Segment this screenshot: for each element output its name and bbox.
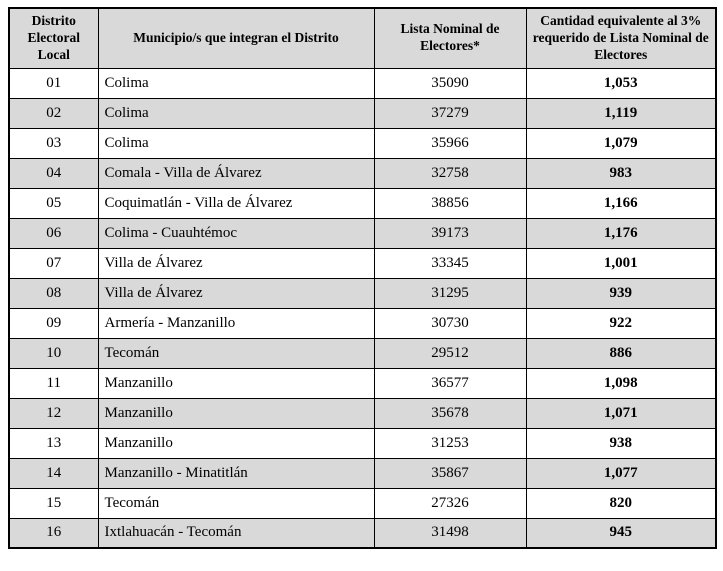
cantidad-3pct-cell: 938	[525, 427, 717, 459]
table-header: Distrito Electoral Local Municipio/s que…	[8, 7, 717, 69]
district-cell: 08	[8, 277, 99, 309]
district-cell: 12	[8, 397, 99, 429]
cantidad-3pct-cell: 1,176	[525, 217, 717, 249]
district-cell: 06	[8, 217, 99, 249]
municipios-cell: Villa de Álvarez	[97, 247, 375, 279]
column-header-lista-nominal: Lista Nominal de Electores*	[373, 7, 527, 69]
table-row: 05 Coquimatlán - Villa de Álvarez 38856 1,1…	[8, 187, 717, 219]
lista-nominal-cell: 29512	[373, 337, 527, 369]
table-row: 14 Manzanillo - Minatitlán 35867 1,077	[8, 457, 717, 489]
cantidad-3pct-cell: 1,119	[525, 97, 717, 129]
cantidad-3pct-cell: 1,077	[525, 457, 717, 489]
cantidad-3pct-cell: 1,166	[525, 187, 717, 219]
cantidad-3pct-cell: 1,079	[525, 127, 717, 159]
cantidad-3pct-cell: 886	[525, 337, 717, 369]
lista-nominal-cell: 31253	[373, 427, 527, 459]
table-row: 06 Colima - Cuauhtémoc 39173 1,176	[8, 217, 717, 249]
municipios-cell: Colima	[97, 67, 375, 99]
column-header-distrito: Distrito Electoral Local	[8, 7, 99, 69]
district-cell: 14	[8, 457, 99, 489]
table-row: 10 Tecomán 29512 886	[8, 337, 717, 369]
table-row: 02 Colima 37279 1,119	[8, 97, 717, 129]
lista-nominal-cell: 30730	[373, 307, 527, 339]
column-header-municipios: Municipio/s que integran el Distrito	[97, 7, 375, 69]
lista-nominal-cell: 35867	[373, 457, 527, 489]
lista-nominal-cell: 38856	[373, 187, 527, 219]
district-cell: 02	[8, 97, 99, 129]
municipios-cell: Armería - Manzanillo	[97, 307, 375, 339]
municipios-cell: Coquimatlán - Villa de Álvarez	[97, 187, 375, 219]
table-row: 08 Villa de Álvarez 31295 939	[8, 277, 717, 309]
table-row: 11 Manzanillo 36577 1,098	[8, 367, 717, 399]
lista-nominal-cell: 37279	[373, 97, 527, 129]
table-row: 09 Armería - Manzanillo 30730 922	[8, 307, 717, 339]
lista-nominal-cell: 31295	[373, 277, 527, 309]
cantidad-3pct-cell: 1,053	[525, 67, 717, 99]
municipios-cell: Ixtlahuacán - Tecomán	[97, 517, 375, 549]
municipios-cell: Comala - Villa de Álvarez	[97, 157, 375, 189]
cantidad-3pct-cell: 939	[525, 277, 717, 309]
municipios-cell: Manzanillo	[97, 367, 375, 399]
municipios-cell: Tecomán	[97, 487, 375, 519]
lista-nominal-cell: 27326	[373, 487, 527, 519]
cantidad-3pct-cell: 1,098	[525, 367, 717, 399]
lista-nominal-cell: 32758	[373, 157, 527, 189]
district-cell: 03	[8, 127, 99, 159]
electoral-districts-table: Distrito Electoral Local Municipio/s que…	[8, 7, 717, 550]
table-row: 13 Manzanillo 31253 938	[8, 427, 717, 459]
municipios-cell: Manzanillo	[97, 427, 375, 459]
district-cell: 15	[8, 487, 99, 519]
column-header-cantidad-3pct: Cantidad equivalente al 3% requerido de …	[525, 7, 717, 69]
municipios-cell: Colima - Cuauhtémoc	[97, 217, 375, 249]
table-row: 15 Tecomán 27326 820	[8, 487, 717, 519]
municipios-cell: Colima	[97, 97, 375, 129]
lista-nominal-cell: 39173	[373, 217, 527, 249]
table-row: 12 Manzanillo 35678 1,071	[8, 397, 717, 429]
table-row: 16 Ixtlahuacán - Tecomán 31498 945	[8, 517, 717, 549]
lista-nominal-cell: 35966	[373, 127, 527, 159]
cantidad-3pct-cell: 945	[525, 517, 717, 549]
lista-nominal-cell: 33345	[373, 247, 527, 279]
district-cell: 16	[8, 517, 99, 549]
table-row: 07 Villa de Álvarez 33345 1,001	[8, 247, 717, 279]
municipios-cell: Colima	[97, 127, 375, 159]
district-cell: 07	[8, 247, 99, 279]
table-row: 04 Comala - Villa de Álvarez 32758 983	[8, 157, 717, 189]
table-row: 01 Colima 35090 1,053	[8, 67, 717, 99]
district-cell: 05	[8, 187, 99, 219]
district-cell: 09	[8, 307, 99, 339]
cantidad-3pct-cell: 922	[525, 307, 717, 339]
district-cell: 01	[8, 67, 99, 99]
table-row: 03 Colima 35966 1,079	[8, 127, 717, 159]
header-row: Distrito Electoral Local Municipio/s que…	[8, 7, 717, 69]
lista-nominal-cell: 35090	[373, 67, 527, 99]
district-cell: 04	[8, 157, 99, 189]
table-body: 01 Colima 35090 1,053 02 Colima 37279 1,119 03 Co…	[8, 67, 717, 549]
district-cell: 10	[8, 337, 99, 369]
district-cell: 13	[8, 427, 99, 459]
cantidad-3pct-cell: 1,071	[525, 397, 717, 429]
municipios-cell: Tecomán	[97, 337, 375, 369]
cantidad-3pct-cell: 820	[525, 487, 717, 519]
district-cell: 11	[8, 367, 99, 399]
lista-nominal-cell: 36577	[373, 367, 527, 399]
municipios-cell: Manzanillo	[97, 397, 375, 429]
cantidad-3pct-cell: 983	[525, 157, 717, 189]
lista-nominal-cell: 35678	[373, 397, 527, 429]
cantidad-3pct-cell: 1,001	[525, 247, 717, 279]
municipios-cell: Manzanillo - Minatitlán	[97, 457, 375, 489]
lista-nominal-cell: 31498	[373, 517, 527, 549]
municipios-cell: Villa de Álvarez	[97, 277, 375, 309]
